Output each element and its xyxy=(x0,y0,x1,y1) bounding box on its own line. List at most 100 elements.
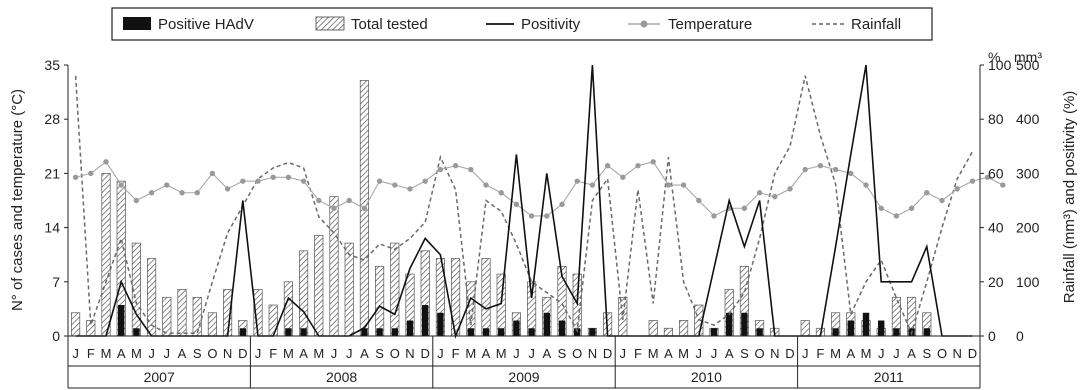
x-axis-month-label: S xyxy=(740,346,749,361)
x-axis-month-label: J xyxy=(346,346,353,361)
point-temperature xyxy=(194,190,200,196)
left-axis-tick-label: 21 xyxy=(44,165,60,181)
x-axis-month-label: A xyxy=(482,346,491,361)
x-axis-month-label: M xyxy=(861,346,872,361)
bar-total-tested xyxy=(268,304,278,337)
point-temperature xyxy=(908,205,915,211)
point-temperature xyxy=(878,205,884,211)
point-temperature xyxy=(528,213,535,219)
x-axis-month-label: S xyxy=(558,346,567,361)
point-temperature xyxy=(756,190,763,196)
point-temperature xyxy=(407,186,413,192)
bar-total-tested xyxy=(800,320,810,337)
x-axis-month-label: M xyxy=(465,346,476,361)
right-axis-pct-tick-label: 60 xyxy=(988,165,1004,181)
point-temperature xyxy=(696,197,702,204)
bar-positive-hadv xyxy=(847,320,854,336)
x-axis-month-label: J xyxy=(878,346,885,361)
point-temperature xyxy=(392,182,398,188)
x-axis-month-label: A xyxy=(117,346,126,361)
x-axis-year-label: 2008 xyxy=(326,369,357,385)
left-axis-title: N° of cases and temperature (°C) xyxy=(9,89,26,311)
bar-total-tested xyxy=(390,242,400,337)
point-temperature xyxy=(72,174,79,180)
bar-positive-hadv xyxy=(893,328,900,336)
point-temperature xyxy=(361,205,368,211)
x-axis-month-label: J xyxy=(437,346,444,361)
x-axis-month-label: M xyxy=(496,346,507,361)
point-temperature xyxy=(498,190,504,196)
legend: Positive HAdV Total tested Positivity Te… xyxy=(111,7,933,41)
x-axis-month-label: A xyxy=(664,346,673,361)
x-axis-month-label: A xyxy=(360,346,369,361)
bar-positive-hadv xyxy=(482,328,490,336)
x-axis-month-label: J xyxy=(893,346,900,361)
point-temperature xyxy=(939,197,945,204)
right-axis-mm-tick-label: 100 xyxy=(1016,274,1040,290)
bar-positive-hadv xyxy=(543,312,550,336)
line-positivity xyxy=(75,64,973,339)
point-temperature xyxy=(848,170,854,177)
right-axis-title: Rainfall (mm³) and positivity (%) xyxy=(1061,91,1078,304)
x-axis-month-label: J xyxy=(711,346,718,361)
x-axis-year-label: 2011 xyxy=(874,369,904,385)
bar-total-tested xyxy=(314,234,324,337)
point-temperature xyxy=(179,190,185,196)
x-axis-month-label: N xyxy=(405,346,414,361)
x-axis-month-label: D xyxy=(968,346,977,361)
x-axis-month-label: J xyxy=(148,346,155,361)
legend-swatch-temperature-marker xyxy=(640,20,648,28)
point-temperature xyxy=(574,178,580,184)
bar-total-tested xyxy=(101,173,111,337)
x-axis-month-label: J xyxy=(255,346,262,361)
bar-positive-hadv xyxy=(422,305,429,336)
bar-positive-hadv xyxy=(376,328,383,336)
x-axis-month-label: O xyxy=(207,346,217,361)
x-axis-month-label: A xyxy=(542,346,551,361)
x-axis-month-label: F xyxy=(634,346,642,361)
bar-positive-hadv xyxy=(832,328,839,336)
point-temperature xyxy=(513,201,520,208)
legend-swatch-positive xyxy=(123,17,151,30)
x-axis-month-label: J xyxy=(802,346,809,361)
bar-total-tested xyxy=(527,281,537,337)
bar-positive-hadv xyxy=(285,328,292,336)
point-temperature xyxy=(209,170,216,177)
point-temperature xyxy=(832,166,839,173)
point-temperature xyxy=(787,186,793,192)
legend-label-rainfall: Rainfall xyxy=(851,16,901,33)
x-axis-month-label: F xyxy=(816,346,824,361)
x-axis-month-label: N xyxy=(588,346,597,361)
bar-positive-hadv xyxy=(589,328,596,336)
point-temperature xyxy=(346,197,352,204)
point-temperature xyxy=(133,197,140,204)
bar-total-tested xyxy=(618,296,628,337)
x-axis-month-label: A xyxy=(846,346,855,361)
bar-positive-hadv xyxy=(498,328,505,336)
x-axis-month-label: F xyxy=(269,346,277,361)
point-temperature xyxy=(468,166,474,173)
x-axis-month-label: S xyxy=(193,346,202,361)
right-axis-mm-tick-label: 400 xyxy=(1016,111,1040,127)
x-axis-month-label: S xyxy=(922,346,931,361)
bar-total-tested xyxy=(71,312,81,337)
legend-label-total: Total tested xyxy=(351,16,428,33)
point-temperature xyxy=(559,201,565,208)
bar-total-tested xyxy=(162,296,172,337)
bar-total-tested xyxy=(177,289,187,337)
x-axis-month-label: S xyxy=(375,346,384,361)
legend-label-temperature: Temperature xyxy=(668,16,752,33)
right-axis-pct-unit: % xyxy=(988,49,1000,65)
point-temperature xyxy=(240,178,246,184)
x-axis-year-label: 2009 xyxy=(508,369,539,385)
x-axis-month-label: J xyxy=(72,346,79,361)
x-axis-month-label: A xyxy=(725,346,734,361)
legend-swatch-total xyxy=(315,16,345,31)
right-axis-mm-tick-label: 300 xyxy=(1016,165,1040,181)
x-axis-month-label: O xyxy=(755,346,765,361)
left-axis-tick-label: 35 xyxy=(44,57,60,73)
x-axis-year-label: 2010 xyxy=(691,369,722,385)
x-axis-month-label: D xyxy=(603,346,612,361)
line-rainfall xyxy=(74,75,974,336)
